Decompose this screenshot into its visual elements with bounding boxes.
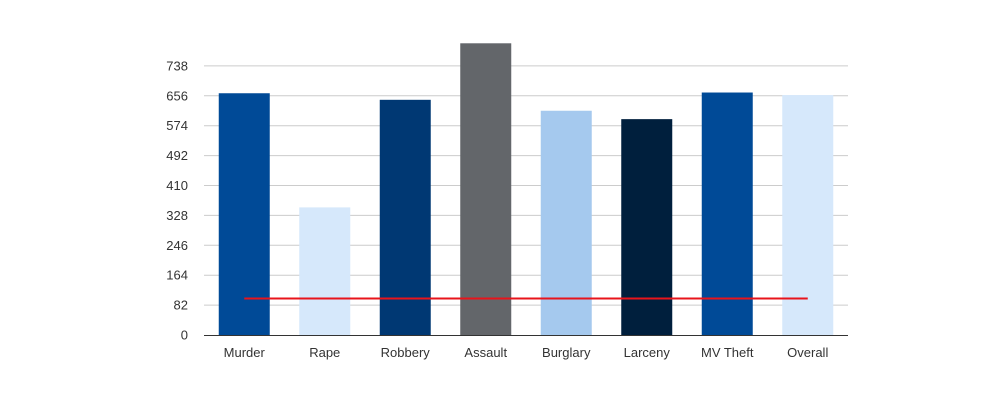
y-tick-label: 328	[166, 208, 188, 223]
x-tick-label: Rape	[309, 345, 340, 360]
bar-overall	[782, 95, 834, 335]
x-tick-label: Larceny	[624, 345, 671, 360]
y-tick-label: 738	[166, 58, 188, 73]
bar-murder	[218, 93, 270, 335]
bars	[218, 43, 834, 335]
y-tick-label: 164	[166, 268, 188, 283]
x-axis-tick-labels: Murder Rape Robbery Assault Burglary Larceny M…	[224, 345, 829, 360]
bar-larceny	[621, 119, 673, 335]
y-tick-label: 82	[174, 298, 188, 313]
x-tick-label: Burglary	[542, 345, 591, 360]
y-tick-label: 574	[166, 118, 188, 133]
bar-burglary	[540, 110, 592, 335]
x-tick-label: Robbery	[381, 345, 431, 360]
x-tick-label: Assault	[464, 345, 507, 360]
bar-rape	[299, 207, 351, 335]
y-tick-label: 410	[166, 178, 188, 193]
y-tick-label: 0	[181, 328, 188, 343]
y-tick-label: 656	[166, 88, 188, 103]
x-tick-label: MV Theft	[701, 345, 754, 360]
x-tick-label: Overall	[787, 345, 828, 360]
y-tick-label: 246	[166, 238, 188, 253]
y-axis-tick-labels: 0 82 164 246 328 410 492 574 656 738	[166, 58, 188, 342]
x-tick-label: Murder	[224, 345, 266, 360]
bar-assault	[460, 43, 512, 335]
bar-mv-theft	[701, 92, 753, 335]
y-tick-label: 492	[166, 148, 188, 163]
bar-robbery	[379, 99, 431, 335]
